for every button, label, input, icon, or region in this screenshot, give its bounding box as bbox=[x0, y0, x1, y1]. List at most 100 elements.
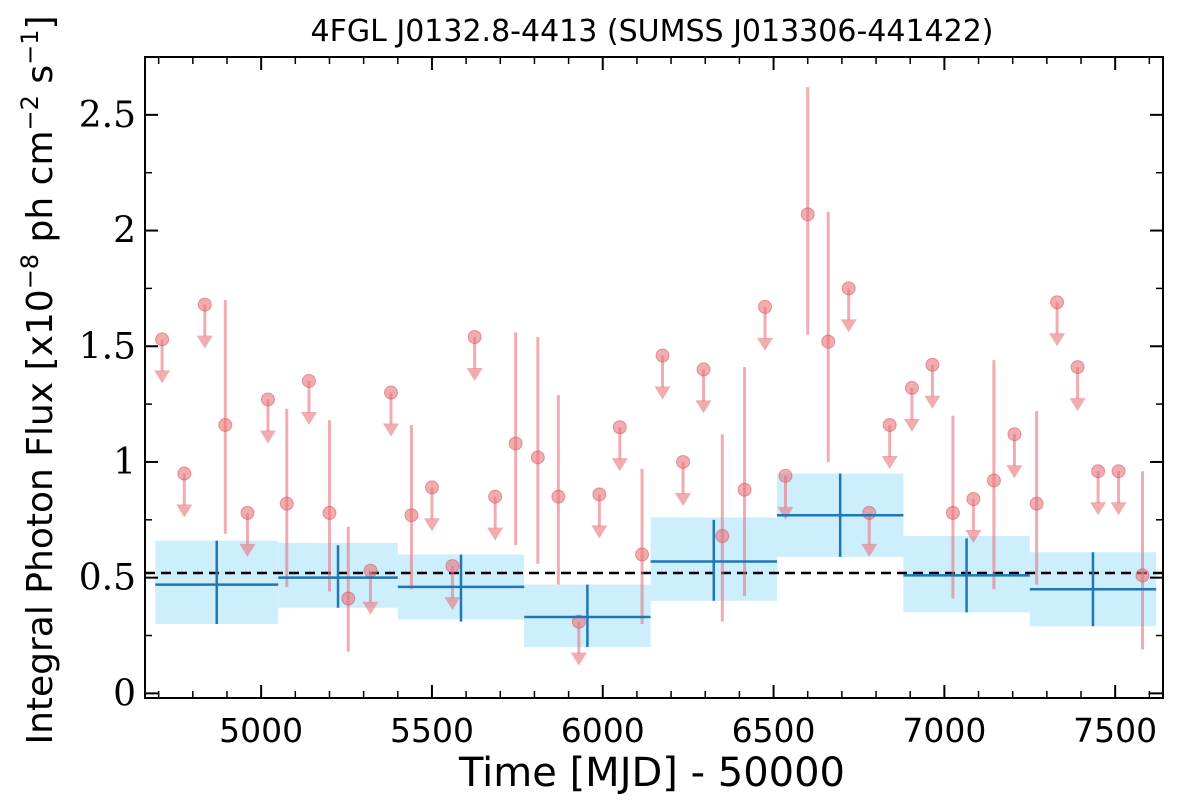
upper-limit-point-29 bbox=[1091, 464, 1106, 479]
upper-limit-point-11 bbox=[488, 489, 503, 504]
upper-limit-arrow-3 bbox=[239, 543, 256, 557]
detection-point-13 bbox=[945, 505, 960, 520]
upper-limit-point-8 bbox=[424, 480, 439, 495]
upper-limit-point-14 bbox=[612, 420, 627, 435]
upper-limit-point-6 bbox=[363, 563, 378, 578]
x-tick-label-3: 6500 bbox=[732, 711, 816, 750]
y-tick-label-2: 1 bbox=[113, 442, 136, 483]
upper-limit-point-4 bbox=[260, 392, 275, 407]
upper-limit-arrow-18 bbox=[757, 337, 774, 351]
upper-limit-point-7 bbox=[383, 385, 398, 400]
upper-limit-arrow-22 bbox=[881, 455, 898, 469]
detection-point-3 bbox=[341, 591, 356, 606]
upper-limit-point-24 bbox=[925, 357, 940, 372]
upper-limit-point-12 bbox=[571, 614, 586, 629]
x-tick-label-2: 6000 bbox=[561, 711, 645, 750]
detection-point-6 bbox=[530, 450, 545, 465]
upper-limit-arrow-24 bbox=[924, 395, 941, 409]
upper-limit-arrow-30 bbox=[1110, 502, 1127, 516]
upper-limit-arrow-26 bbox=[1006, 465, 1023, 479]
y-axis-label-exp2: −2 bbox=[16, 95, 44, 130]
upper-limit-arrow-16 bbox=[675, 492, 692, 506]
y-axis-label-mid2: s bbox=[20, 65, 61, 95]
detection-point-9 bbox=[715, 529, 730, 544]
y-tick-label-5: 2.5 bbox=[79, 95, 136, 136]
upper-limit-point-21 bbox=[862, 505, 877, 520]
x-tick-label-5: 7500 bbox=[1073, 711, 1157, 750]
detection-point-0 bbox=[218, 417, 233, 432]
upper-limit-point-2 bbox=[197, 297, 212, 312]
upper-limit-arrow-9 bbox=[444, 597, 461, 611]
upper-limit-arrow-27 bbox=[1049, 333, 1066, 347]
detection-point-2 bbox=[322, 505, 337, 520]
detection-point-14 bbox=[986, 473, 1001, 488]
upper-limit-arrow-13 bbox=[591, 525, 608, 539]
upper-limit-arrow-23 bbox=[903, 418, 920, 432]
upper-limit-point-19 bbox=[778, 468, 793, 483]
upper-limit-point-10 bbox=[467, 330, 482, 345]
x-tick-label-4: 7000 bbox=[902, 711, 986, 750]
upper-limit-arrow-29 bbox=[1090, 502, 1107, 516]
y-tick-label-0: 0 bbox=[113, 673, 136, 714]
detection-point-8 bbox=[635, 547, 650, 562]
detection-point-5 bbox=[508, 436, 523, 451]
upper-limit-arrow-12 bbox=[570, 652, 587, 666]
upper-limit-point-17 bbox=[696, 362, 711, 377]
upper-limit-arrow-5 bbox=[300, 411, 317, 425]
detection-point-15 bbox=[1029, 496, 1044, 511]
upper-limit-arrow-10 bbox=[466, 368, 483, 382]
upper-limit-point-0 bbox=[155, 332, 170, 347]
y-tick-label-4: 2 bbox=[113, 211, 136, 252]
x-tick-label-0: 5000 bbox=[219, 711, 303, 750]
upper-limit-arrow-17 bbox=[695, 400, 712, 414]
upper-limit-point-27 bbox=[1050, 295, 1065, 310]
x-axis-label: Time [MJD] - 50000 bbox=[458, 750, 845, 796]
upper-limit-arrow-21 bbox=[861, 543, 878, 557]
y-axis-label-exp1: −8 bbox=[16, 254, 44, 289]
upper-limit-arrow-25 bbox=[965, 529, 982, 543]
upper-limit-point-28 bbox=[1070, 360, 1085, 375]
upper-limit-arrow-8 bbox=[423, 518, 440, 532]
plot-frame bbox=[144, 56, 1164, 699]
y-axis-label-end: ] bbox=[20, 15, 61, 29]
upper-limit-arrow-0 bbox=[154, 370, 171, 384]
upper-limit-arrow-2 bbox=[196, 335, 213, 349]
upper-limit-point-23 bbox=[904, 380, 919, 395]
upper-limit-arrow-6 bbox=[362, 601, 379, 615]
upper-limit-point-25 bbox=[966, 491, 981, 506]
detection-point-10 bbox=[737, 482, 752, 497]
upper-limit-point-9 bbox=[445, 559, 460, 574]
upper-limit-point-18 bbox=[758, 299, 773, 314]
detection-point-12 bbox=[821, 334, 836, 349]
y-tick-label-1: 0.5 bbox=[79, 558, 136, 599]
upper-limit-point-16 bbox=[676, 454, 691, 469]
upper-limit-point-13 bbox=[592, 487, 607, 502]
axis-ticks: 5000 5500 6000 6500 7000 7500 0 0.5 1 1.5 2 2.5 bbox=[79, 57, 1163, 750]
y-axis-label-exp3: −1 bbox=[16, 30, 44, 65]
upper-limit-arrow-19 bbox=[777, 506, 794, 520]
x-tick-label-1: 5500 bbox=[390, 711, 474, 750]
upper-limit-point-30 bbox=[1111, 464, 1126, 479]
upper-limit-arrow-15 bbox=[654, 386, 671, 400]
chart-title: 4FGL J0132.8-4413 (SUMSS J013306-441422) bbox=[311, 14, 994, 49]
upper-limit-arrow-4 bbox=[259, 430, 276, 444]
detection-point-4 bbox=[404, 508, 419, 523]
upper-limit-arrow-14 bbox=[611, 458, 628, 472]
upper-limit-point-20 bbox=[841, 281, 856, 296]
detection-point-16 bbox=[1135, 568, 1150, 583]
upper-limit-arrow-28 bbox=[1069, 398, 1086, 412]
upper-limit-point-1 bbox=[177, 466, 192, 481]
detection-point-1 bbox=[279, 496, 294, 511]
upper-limit-point-22 bbox=[882, 417, 897, 432]
upper-limit-arrow-20 bbox=[840, 319, 857, 333]
upper-limit-point-15 bbox=[655, 348, 670, 363]
y-axis-label-main: Integral Photon Flux [x10 bbox=[20, 289, 61, 744]
detection-point-11 bbox=[800, 207, 815, 222]
y-axis-label: Integral Photon Flux [x10−8 ph cm−2 s−1] bbox=[16, 15, 61, 744]
y-tick-label-3: 1.5 bbox=[79, 326, 136, 367]
upper-limit-arrow-11 bbox=[487, 527, 504, 541]
detection-point-7 bbox=[551, 489, 566, 504]
upper-limit-point-3 bbox=[240, 505, 255, 520]
upper-limit-arrow-7 bbox=[382, 423, 399, 437]
